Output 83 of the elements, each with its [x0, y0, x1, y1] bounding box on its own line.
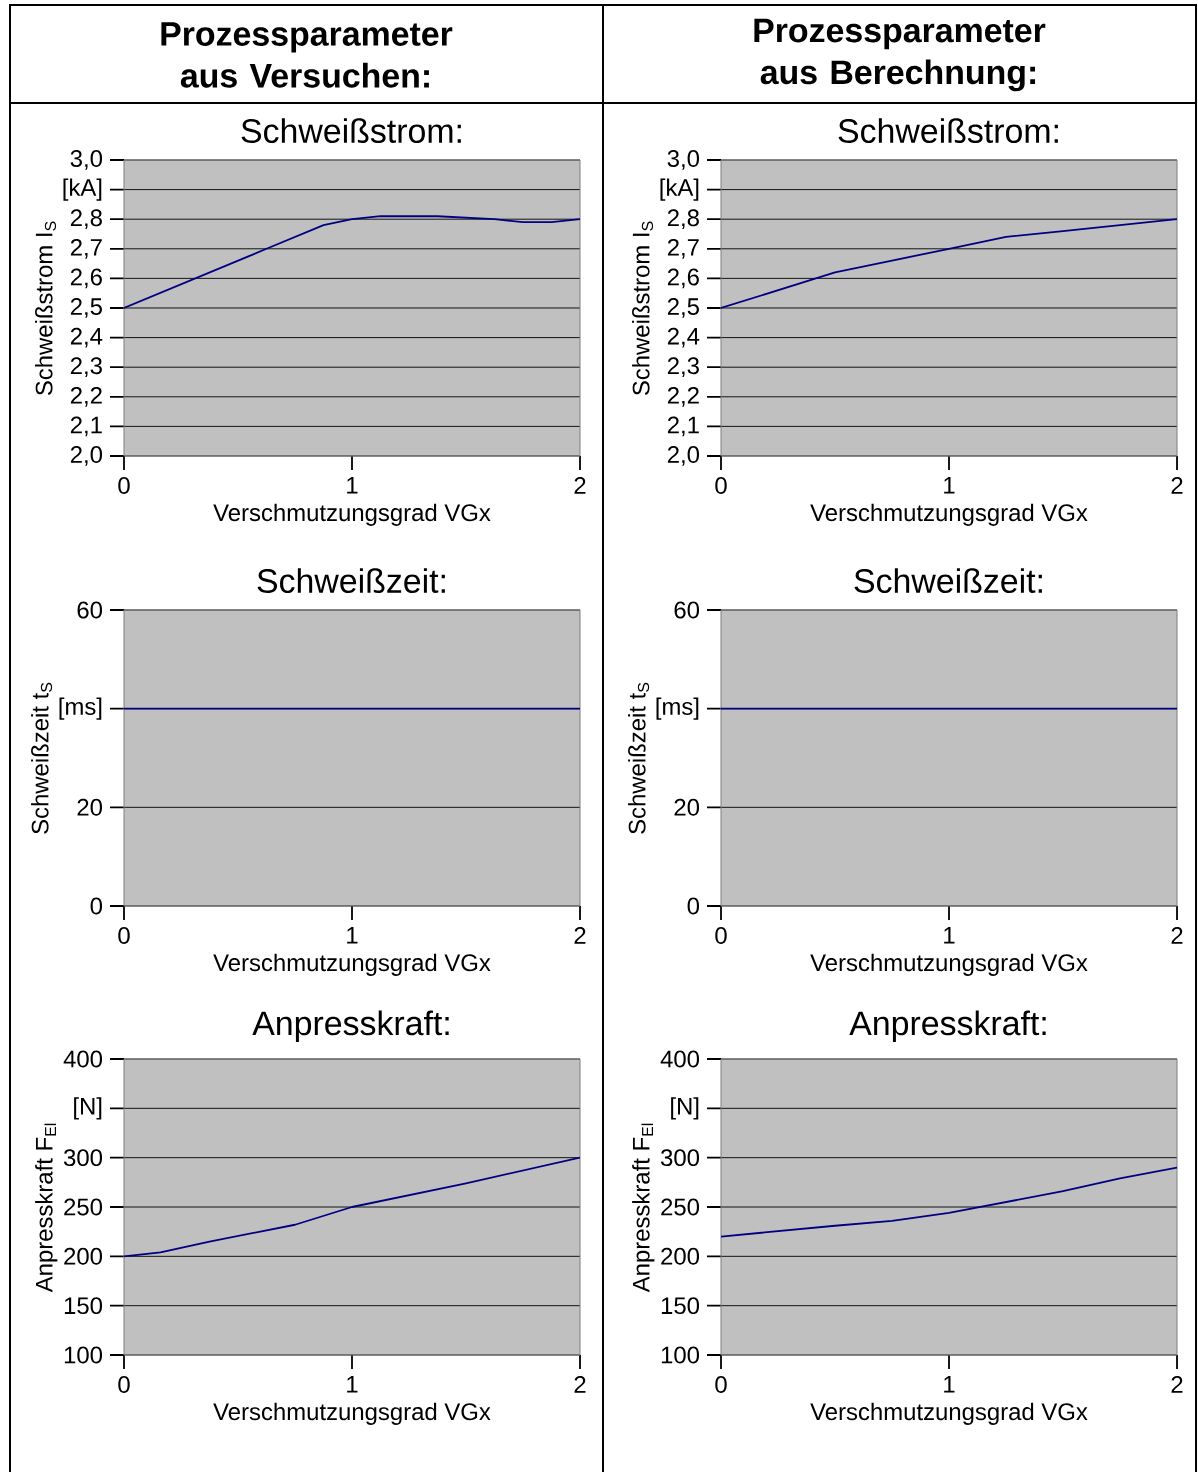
y-tick-label: 2,7 [667, 238, 699, 259]
x-tick-label: 0 [715, 477, 727, 494]
x-tick-label: 2 [1171, 477, 1183, 494]
x-tick-label: 2 [574, 927, 586, 944]
y-tick-label: 2,0 [70, 446, 103, 466]
x-tick-label: 0 [715, 927, 727, 944]
y-tick-label: 0 [687, 897, 700, 915]
chart-title: Schweißstrom: [241, 118, 461, 143]
y-tick-label: 2,5 [667, 298, 699, 318]
x-tick-label: 0 [715, 1376, 727, 1393]
x-tick-label: 0 [118, 927, 130, 944]
y-tick-label: 2,8 [667, 209, 699, 230]
y-tick-label: [kA] [660, 178, 699, 201]
y-tick-label: 2,1 [70, 416, 102, 437]
x-axis-title: Verschmutzungsgrad VGx [213, 503, 491, 526]
y-axis-title: Schweißzeit t$_{S}$ [628, 682, 650, 834]
y-tick-label: 150 [661, 1297, 700, 1315]
y-tick-label: 2,4 [667, 327, 700, 348]
y-tick-label: 3,0 [667, 150, 700, 170]
y-tick-label: 2,6 [667, 268, 699, 289]
x-tick-label: 1 [347, 1376, 358, 1393]
x-tick-label: 1 [944, 477, 955, 494]
chart-title: Schweißstrom: [838, 118, 1058, 143]
y-tick-label: 200 [661, 1247, 700, 1265]
y-tick-label: 2,8 [70, 209, 102, 230]
chart-title: Schweißzeit: [257, 568, 445, 594]
text: Prozessparameter aus Berechnung: [754, 18, 1046, 92]
y-tick-label: 2,2 [70, 386, 102, 407]
x-tick-label: 2 [1171, 1376, 1183, 1393]
text: Prozessparameter aus Versuchen: [161, 22, 453, 88]
x-tick-label: 1 [347, 477, 358, 494]
chart-title: Anpresskraft: [252, 1010, 449, 1042]
y-tick-label: 300 [63, 1149, 103, 1167]
y-tick-label: 60 [674, 601, 700, 619]
x-tick-label: 1 [944, 927, 955, 944]
y-tick-label: [kA] [63, 178, 102, 201]
y-axis-title: Anpresskraft F$_{El}$ [35, 1123, 58, 1293]
x-axis-title: Verschmutzungsgrad VGx [810, 953, 1088, 976]
x-tick-label: 2 [574, 477, 586, 494]
y-axis-title: Schweißstrom I$_{S}$ [35, 221, 57, 396]
x-tick-label: 2 [1171, 927, 1183, 944]
y-tick-label: 2,0 [667, 446, 700, 466]
y-tick-label: [ms] [59, 697, 102, 720]
x-tick-label: 1 [944, 1376, 955, 1393]
y-tick-label: 200 [64, 1247, 103, 1265]
y-tick-label: 2,7 [70, 238, 102, 259]
y-tick-label: 2,6 [70, 268, 102, 289]
x-axis-title: Verschmutzungsgrad VGx [810, 503, 1088, 526]
x-tick-label: 2 [574, 1376, 586, 1393]
y-tick-label: 400 [660, 1050, 700, 1068]
x-tick-label: 0 [118, 1376, 130, 1393]
chart-title: Anpresskraft: [849, 1010, 1046, 1042]
y-tick-label: 2,4 [70, 327, 103, 348]
y-tick-label: 250 [661, 1198, 700, 1216]
y-tick-label: 3,0 [70, 150, 103, 170]
x-tick-label: 0 [118, 477, 130, 494]
y-tick-label: 60 [77, 601, 103, 619]
y-tick-label: 100 [661, 1346, 700, 1364]
y-tick-label: [N] [671, 1097, 699, 1120]
y-tick-label: 2,3 [667, 357, 699, 378]
y-tick-label: 0 [90, 897, 103, 915]
y-tick-label: 250 [64, 1198, 103, 1216]
line-series [124, 1156, 581, 1258]
y-tick-label: 2,1 [667, 416, 699, 437]
y-tick-label: 2,2 [667, 386, 699, 407]
y-axis-title: Schweißstrom I$_{S}$ [632, 221, 654, 396]
y-tick-label: 20 [77, 798, 103, 816]
x-axis-title: Verschmutzungsgrad VGx [213, 1402, 491, 1425]
y-tick-label: 150 [64, 1297, 103, 1315]
y-tick-label: [ms] [656, 697, 699, 720]
x-tick-label: 1 [347, 927, 358, 944]
chart-title: Schweißzeit: [854, 568, 1042, 594]
x-axis-title: Verschmutzungsgrad VGx [213, 953, 491, 976]
x-axis-title: Verschmutzungsgrad VGx [810, 1402, 1088, 1425]
y-tick-label: 400 [63, 1050, 103, 1068]
y-tick-label: [N] [74, 1097, 102, 1120]
y-tick-label: 2,3 [70, 357, 102, 378]
y-tick-label: 300 [660, 1149, 700, 1167]
y-axis-title: Anpresskraft F$_{El}$ [632, 1123, 655, 1293]
y-tick-label: 2,5 [70, 298, 102, 318]
y-tick-label: 20 [674, 798, 700, 816]
y-axis-title: Schweißzeit t$_{S}$ [31, 682, 53, 834]
y-tick-label: 100 [64, 1346, 103, 1364]
